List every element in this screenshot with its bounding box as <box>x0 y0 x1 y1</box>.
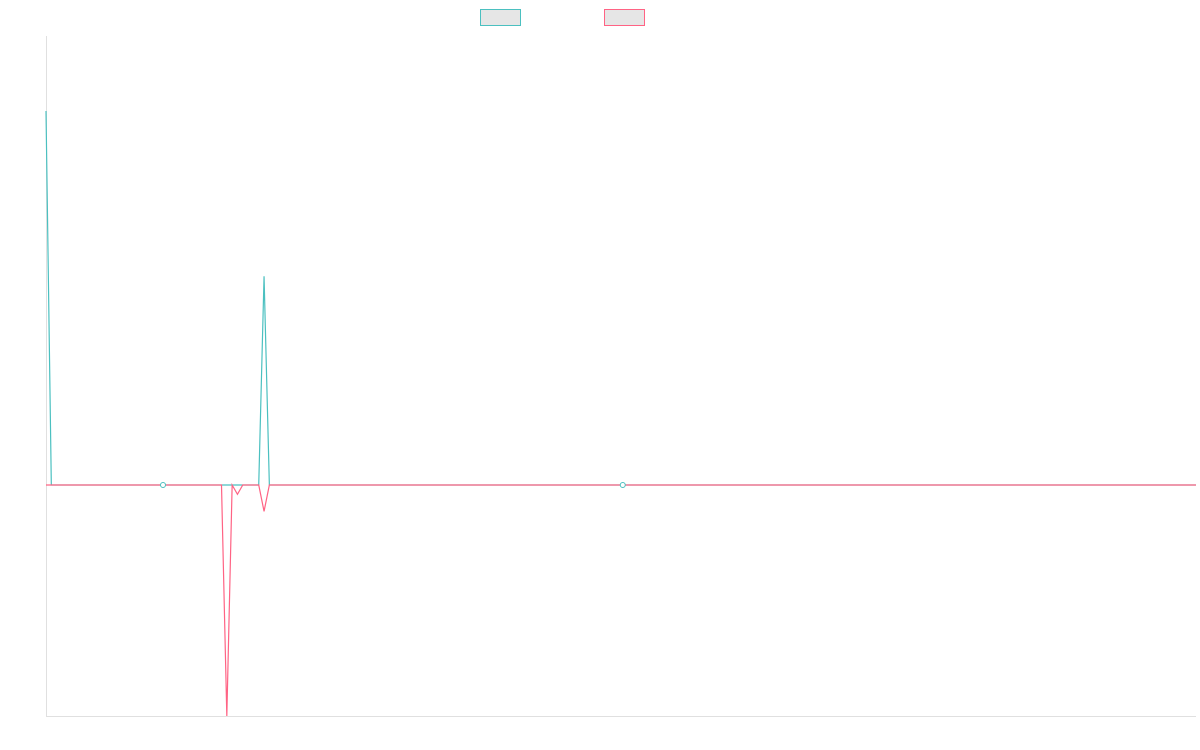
legend <box>0 0 1200 32</box>
marker-layer <box>160 482 626 488</box>
legend-swatch-series-2 <box>604 9 645 26</box>
data-point-marker-1[interactable] <box>160 482 166 488</box>
series-line-1 <box>45 110 1196 486</box>
series-line-2 <box>46 482 1196 717</box>
legend-swatch-series-1 <box>480 9 521 26</box>
data-point-marker-2[interactable] <box>619 482 626 488</box>
series-layer <box>45 110 1196 717</box>
